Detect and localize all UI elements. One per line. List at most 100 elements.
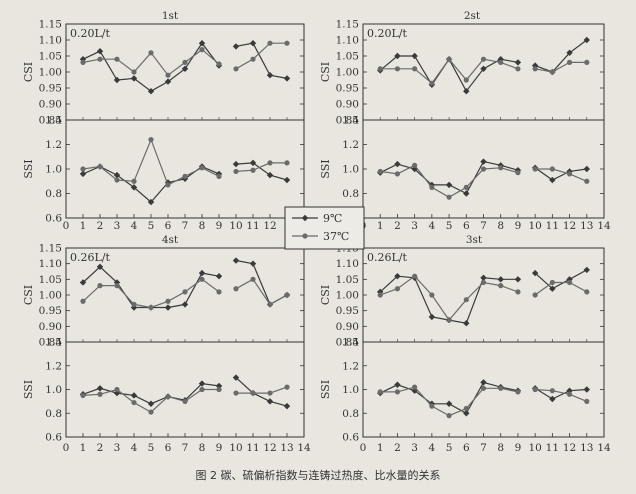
csi-data-point bbox=[131, 69, 137, 75]
diamond-marker-icon bbox=[301, 214, 309, 222]
x-tick-label: 5 bbox=[446, 442, 453, 454]
csi-data-point bbox=[233, 66, 239, 72]
ssi-data-point bbox=[532, 386, 538, 393]
csi-data-point bbox=[79, 279, 87, 286]
ssi-series-line bbox=[82, 137, 220, 186]
ssi-ytick-label: 1.4 bbox=[342, 337, 359, 349]
csi-data-point bbox=[463, 77, 469, 83]
csi-ylabel: CSI bbox=[22, 62, 35, 82]
ssi-ytick-label: 1.4 bbox=[342, 115, 359, 127]
ssi-data-point bbox=[147, 400, 155, 407]
ssi-data-point bbox=[266, 171, 274, 179]
csi-data-point bbox=[216, 61, 222, 67]
ssi-data-point bbox=[429, 184, 435, 190]
x-tick-label: 6 bbox=[463, 220, 470, 232]
ssi-data-point bbox=[283, 176, 291, 184]
ssi-ytick-label: 1.0 bbox=[45, 384, 62, 396]
csi-ytick-label: 0.85 bbox=[39, 337, 62, 349]
csi-series-line bbox=[235, 259, 288, 306]
csi-ytick-label: 0.85 bbox=[336, 337, 359, 349]
ssi-data-point bbox=[266, 398, 274, 405]
csi-ytick-label: 1.05 bbox=[336, 274, 359, 286]
x-tick-label: 9 bbox=[216, 220, 223, 232]
csi-data-point bbox=[284, 292, 290, 298]
panel-title: 1st bbox=[162, 10, 179, 22]
ssi-data-point bbox=[148, 409, 154, 415]
x-tick-label: 11 bbox=[246, 220, 259, 232]
ssi-data-point bbox=[114, 177, 120, 183]
csi-ytick-label: 1.15 bbox=[336, 19, 359, 31]
ssi-data-point bbox=[566, 171, 573, 177]
ssi-series-line bbox=[379, 160, 519, 195]
ssi-data-point bbox=[130, 184, 138, 191]
csi-data-point bbox=[198, 40, 206, 47]
csi-data-point bbox=[181, 301, 189, 308]
x-tick-label: 7 bbox=[480, 442, 487, 454]
csi-data-point bbox=[199, 47, 205, 53]
x-tick-label: 8 bbox=[199, 220, 206, 232]
circle-marker-icon bbox=[302, 233, 308, 239]
csi-data-point bbox=[283, 75, 291, 82]
ssi-data-point bbox=[80, 392, 86, 399]
csi-data-point bbox=[480, 65, 487, 72]
panel-title: 3st bbox=[466, 234, 483, 246]
csi-ylabel: CSI bbox=[319, 285, 332, 305]
ssi-data-point bbox=[198, 380, 206, 387]
panel-annotation: 0.20L/t bbox=[367, 27, 408, 40]
csi-ytick-label: 1.15 bbox=[39, 243, 62, 255]
csi-series-line bbox=[82, 278, 220, 309]
ssi-data-point bbox=[131, 178, 137, 184]
ssi-data-point bbox=[215, 382, 223, 390]
ssi-data-point bbox=[584, 178, 590, 184]
ssi-data-point bbox=[250, 390, 256, 396]
x-tick-label: 5 bbox=[148, 220, 155, 232]
ssi-data-point bbox=[96, 385, 104, 392]
ssi-data-point bbox=[216, 386, 222, 393]
ssi-series-line bbox=[535, 388, 588, 402]
ssi-ytick-label: 0.8 bbox=[342, 408, 359, 420]
ssi-data-point bbox=[549, 388, 555, 394]
csi-ytick-label: 0.85 bbox=[336, 115, 359, 127]
csi-data-point bbox=[232, 43, 240, 50]
ssi-data-point bbox=[216, 173, 222, 179]
csi-data-point bbox=[549, 69, 555, 75]
csi-ytick-label: 1.10 bbox=[336, 35, 359, 47]
csi-ytick-label: 1.10 bbox=[39, 35, 62, 47]
x-tick-label: 3 bbox=[411, 220, 418, 232]
x-tick-label: 14 bbox=[597, 220, 611, 232]
csi-series-line bbox=[235, 278, 288, 306]
csi-data-point bbox=[199, 276, 205, 282]
x-tick-label: 5 bbox=[148, 442, 155, 454]
x-tick-label: 11 bbox=[246, 442, 259, 454]
csi-data-point bbox=[215, 273, 223, 280]
csi-data-point bbox=[80, 298, 86, 304]
csi-data-point bbox=[446, 317, 452, 323]
x-tick-label: 3 bbox=[114, 220, 121, 232]
csi-data-point bbox=[80, 59, 86, 65]
ssi-ytick-label: 0.6 bbox=[45, 213, 62, 225]
panel-annotation: 0.26L/t bbox=[70, 251, 111, 264]
ssi-data-point bbox=[583, 165, 590, 173]
ssi-ytick-label: 1.4 bbox=[45, 337, 62, 349]
csi-data-point bbox=[267, 301, 273, 307]
csi-data-point bbox=[165, 298, 171, 304]
csi-series-line bbox=[82, 265, 220, 309]
csi-data-point bbox=[584, 289, 590, 295]
ssi-ytick-label: 1.2 bbox=[342, 360, 359, 372]
csi-data-point bbox=[532, 292, 538, 298]
x-tick-label: 1 bbox=[80, 220, 87, 232]
csi-data-point bbox=[429, 292, 435, 298]
ssi-data-point bbox=[182, 173, 188, 179]
ssi-data-point bbox=[113, 171, 121, 179]
x-tick-label: 4 bbox=[429, 442, 436, 454]
x-tick-label: 4 bbox=[131, 220, 138, 232]
csi-ytick-label: 1.00 bbox=[39, 67, 62, 79]
ssi-data-point bbox=[480, 385, 487, 391]
ssi-data-point bbox=[131, 399, 137, 406]
panel-2st: 2st0.20L/t0.850.900.951.001.051.101.15CS… bbox=[319, 10, 611, 232]
csi-data-point bbox=[131, 301, 137, 307]
ssi-data-point bbox=[182, 398, 188, 404]
csi-data-point bbox=[394, 52, 401, 60]
x-tick-label: 13 bbox=[280, 442, 293, 454]
ssi-series-line bbox=[535, 168, 588, 182]
